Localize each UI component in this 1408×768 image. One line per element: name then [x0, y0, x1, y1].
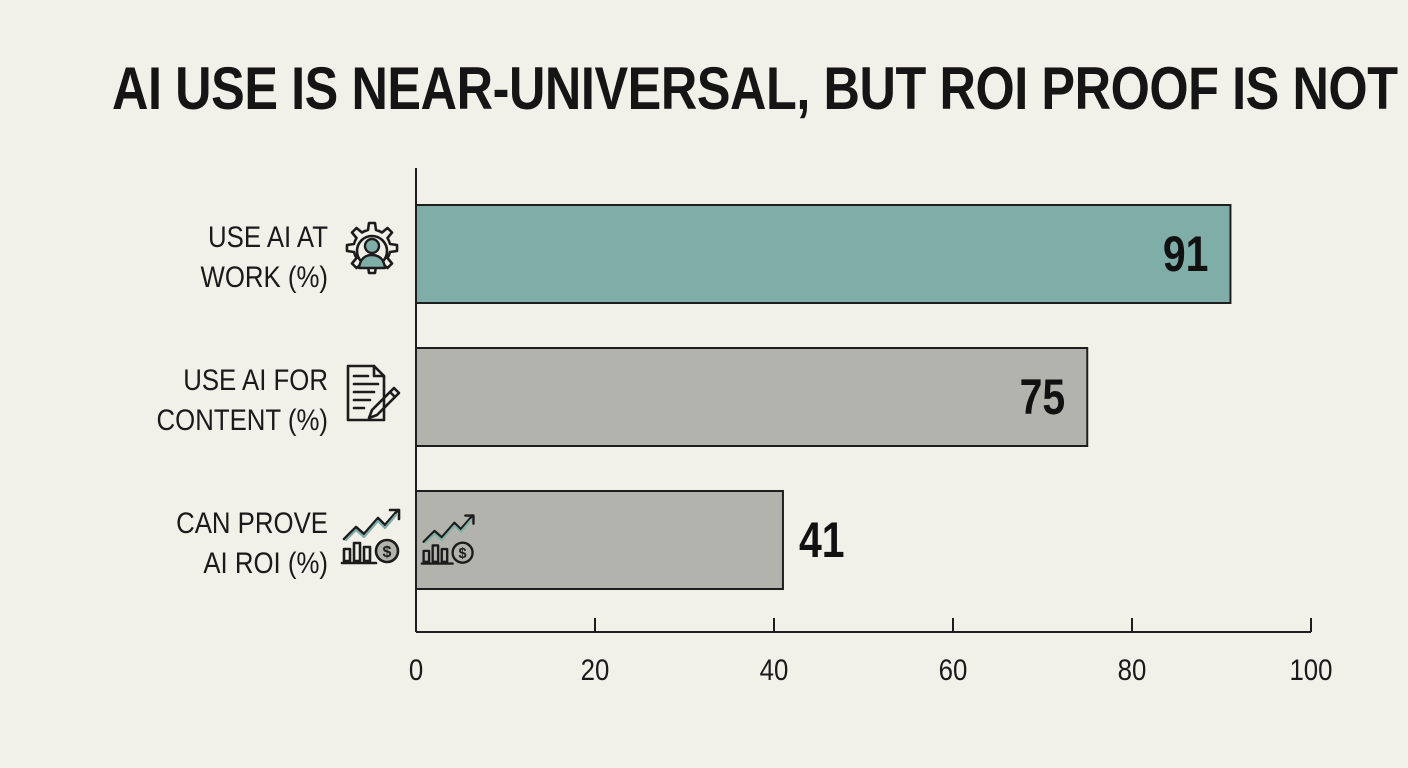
bar-2 — [415, 347, 1089, 447]
gear-person-icon — [345, 221, 399, 275]
data-label-3: 41 — [799, 512, 845, 568]
data-label-2: 75 — [1020, 369, 1066, 425]
category-label-1: WORK (%) — [200, 260, 328, 293]
x-tick-label: 0 — [409, 653, 423, 686]
category-label-3: AI ROI (%) — [203, 546, 328, 579]
category-label-2: CONTENT (%) — [157, 403, 328, 436]
chart-title: AI USE IS NEAR-UNIVERSAL, BUT ROI PROOF … — [112, 55, 1398, 122]
document-pen-icon — [346, 364, 401, 422]
category-label-2: USE AI FOR — [183, 363, 328, 396]
category-label-1: USE AI AT — [208, 220, 328, 253]
category-label-3: CAN PROVE — [176, 506, 328, 539]
x-tick-label: 80 — [1118, 653, 1147, 686]
bar-1 — [415, 204, 1232, 304]
x-tick-label: 100 — [1289, 653, 1332, 686]
axes-layer: 0 20 40 60 80 100 — [409, 168, 1333, 686]
labels-layer: 91 USE AI AT WORK (%) 75 USE AI FOR CONTENT (… — [157, 220, 1209, 579]
bar-3 — [415, 490, 784, 590]
x-tick-label: 20 — [581, 653, 610, 686]
bars-layer — [415, 204, 1232, 590]
data-label-1: 91 — [1163, 226, 1209, 282]
x-tick-label: 40 — [760, 653, 789, 686]
growth-chart-dollar-icon — [340, 508, 401, 565]
x-tick-label: 60 — [939, 653, 968, 686]
